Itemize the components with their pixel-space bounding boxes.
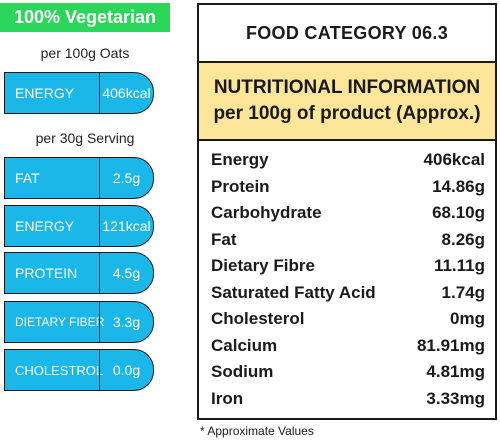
nutrition-row: Fat 8.26g <box>211 227 485 254</box>
nutrition-row: Cholesterol 0mg <box>211 306 485 333</box>
nutrient-name: Dietary Fibre <box>211 256 315 276</box>
nutrient-name: Iron <box>211 388 244 408</box>
nutrition-row: Carbohydrate 68.10g <box>211 200 485 227</box>
nutrition-heading: NUTRITIONAL INFORMATION per 100g of prod… <box>199 63 495 141</box>
pill-label: FAT <box>15 170 40 186</box>
category-title: FOOD CATEGORY 06.3 <box>199 5 495 63</box>
pill-value: 121kcal <box>99 206 153 246</box>
nutrition-row: Dietary Fibre 11.11g <box>211 253 485 280</box>
nutrient-name: Energy <box>211 150 269 170</box>
nutrient-name: Calcium <box>211 335 278 355</box>
nutrient-value: 68.10g <box>432 203 485 223</box>
serving-caption: per 30g Serving <box>35 130 135 146</box>
oats-caption: per 100g Oats <box>40 45 130 61</box>
nutrition-row: Calcium 81.91mg <box>211 333 485 360</box>
pill-value: 4.5g <box>99 253 153 293</box>
heading-line-2: per 100g of product (Approx.) <box>213 103 481 124</box>
pill-value: 3.3g <box>99 302 153 342</box>
pill-label: PROTEIN <box>15 265 78 281</box>
nutrient-name: Fat <box>211 229 237 249</box>
pill-label: ENERGY <box>15 218 75 234</box>
nutrient-value: 0mg <box>450 309 485 329</box>
nutrition-list: Energy 406kcal Protein 14.86g Carbohydrate… <box>199 141 495 412</box>
nutrition-row: Energy 406kcal <box>211 147 485 174</box>
nutrient-name: Saturated Fatty Acid <box>211 282 376 302</box>
pill-label: CHOLESTROL <box>15 362 104 378</box>
cholestrol-pill: CHOLESTROL 0.0g <box>4 349 154 391</box>
nutrition-row: Protein 14.86g <box>211 174 485 201</box>
pill-value: 406kcal <box>99 73 153 113</box>
pill-label: DIETARY FIBER <box>15 315 105 329</box>
nutrient-value: 1.74g <box>441 282 485 302</box>
nutrient-value: 14.86g <box>432 176 485 196</box>
footnote: * Approximate Values <box>200 424 314 438</box>
nutrient-name: Carbohydrate <box>211 203 322 223</box>
nutrition-row: Iron 3.33mg <box>211 386 485 413</box>
heading-line-1: NUTRITIONAL INFORMATION <box>213 77 481 98</box>
nutrient-name: Protein <box>211 176 270 196</box>
nutrient-value: 8.26g <box>441 229 485 249</box>
nutrient-name: Sodium <box>211 362 274 382</box>
nutrient-value: 81.91mg <box>416 335 485 355</box>
pill-value: 0.0g <box>99 350 153 390</box>
nutrient-value: 406kcal <box>423 150 485 170</box>
nutrient-name: Cholesterol <box>211 309 305 329</box>
energy-100g-pill: ENERGY 406kcal <box>4 72 154 114</box>
nutrient-value: 3.33mg <box>426 388 485 408</box>
pill-value: 2.5g <box>99 158 153 198</box>
protein-pill: PROTEIN 4.5g <box>4 252 154 294</box>
nutrient-value: 11.11g <box>433 256 485 276</box>
nutrient-value: 4.81mg <box>426 362 485 382</box>
energy-serving-pill: ENERGY 121kcal <box>4 205 154 247</box>
nutrition-row: Saturated Fatty Acid 1.74g <box>211 280 485 307</box>
nutrition-row: Sodium 4.81mg <box>211 359 485 386</box>
dietary-fiber-pill: DIETARY FIBER 3.3g <box>4 301 154 343</box>
pill-label: ENERGY <box>15 85 75 101</box>
fat-pill: FAT 2.5g <box>4 157 154 199</box>
vegetarian-badge: 100% Vegetarian <box>0 3 170 32</box>
nutrition-panel: FOOD CATEGORY 06.3 NUTRITIONAL INFORMATI… <box>197 3 497 420</box>
